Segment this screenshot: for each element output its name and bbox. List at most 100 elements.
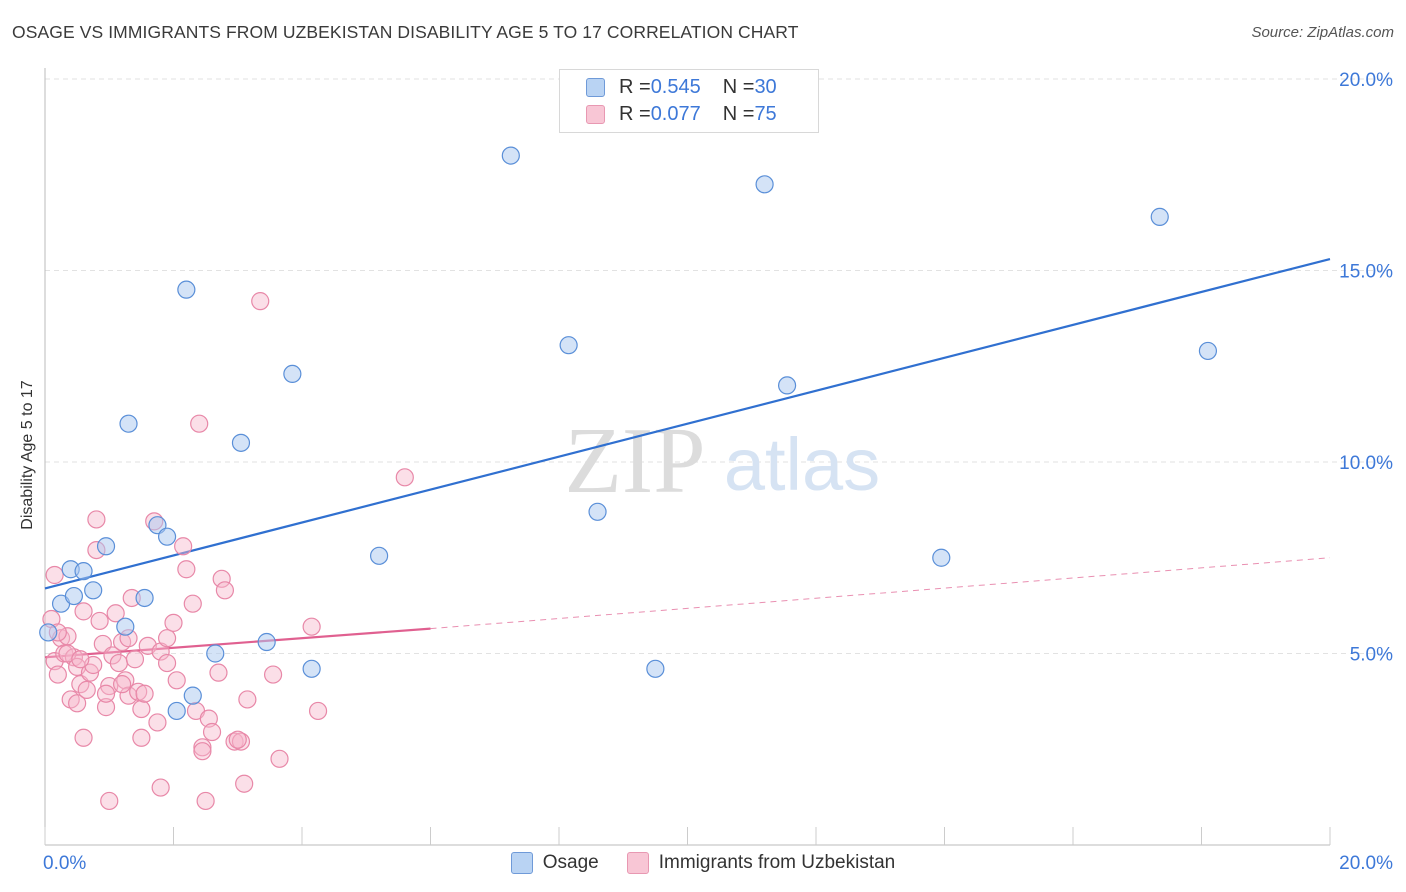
uzbekistan-point — [96, 698, 116, 717]
osage-point — [96, 537, 116, 556]
uzbekistan-point — [157, 653, 177, 673]
chart-title: OSAGE VS IMMIGRANTS FROM UZBEKISTAN DISA… — [12, 22, 799, 42]
uzbekistan-point — [251, 292, 270, 311]
legend-label: Immigrants from Uzbekistan — [658, 852, 896, 873]
osage-swatch — [510, 852, 533, 874]
uzbekistan-point — [193, 738, 212, 757]
y-tick-label: 10.0% — [1339, 453, 1393, 474]
uzbekistan-point — [270, 749, 289, 768]
osage-trend-line — [44, 257, 1331, 590]
osage-point — [157, 527, 177, 546]
osage-point — [64, 586, 84, 606]
uzbekistan-point — [74, 602, 93, 621]
uzbekistan-point — [90, 611, 109, 631]
trend-lines — [44, 257, 1331, 659]
uzbekistan-point — [119, 686, 138, 705]
uzbekistan-point — [48, 665, 67, 684]
series-legend: Osage Immigrants from Uzbekistan — [0, 852, 1406, 874]
uzbekistan-point — [190, 414, 209, 433]
osage-point — [501, 146, 520, 165]
osage-point — [135, 588, 154, 608]
uzbekistan-point — [112, 675, 132, 694]
n-label: N = — [722, 75, 755, 98]
osage-point — [177, 280, 196, 299]
osage-point — [370, 546, 389, 565]
tick-labels: 5.0% 10.0% 15.0% 20.0% 0.0% 20.0% — [43, 70, 1393, 874]
uzbekistan-point — [212, 569, 231, 588]
osage-point — [559, 336, 578, 355]
uzbekistan-point — [135, 684, 154, 703]
uzbekistan-point — [174, 537, 193, 556]
n-label: N = — [722, 102, 755, 125]
x-tick-label: 20.0% — [1339, 853, 1393, 874]
uzbekistan-point — [74, 728, 93, 747]
axes — [44, 68, 1331, 846]
uzbekistan-point — [125, 650, 145, 669]
y-tick-label: 5.0% — [1350, 645, 1393, 666]
uzbekistan-point — [209, 663, 228, 682]
osage-point — [588, 502, 607, 521]
r-value: 0.545 — [650, 75, 701, 98]
uzbekistan-point — [231, 732, 251, 751]
osage-point — [74, 562, 93, 581]
uzbekistan-point — [238, 690, 257, 709]
uzbekistan-point — [167, 671, 186, 690]
watermark-zip: ZIP — [565, 409, 706, 513]
uzbekistan-point — [263, 665, 283, 684]
source-credit: Source: ZipAtlas.com — [1251, 24, 1394, 41]
uzbekistan-point — [308, 701, 328, 721]
osage-point — [84, 581, 103, 600]
y-tick-label: 20.0% — [1339, 70, 1393, 91]
correlation-legend: R = 0.545 N = 30 R = 0.077 N = 75 — [559, 69, 819, 133]
osage-point — [116, 617, 135, 636]
osage-point — [1198, 341, 1218, 361]
gridlines — [45, 78, 1395, 654]
uzbekistan-trend-line — [44, 627, 431, 659]
uzbekistan-point — [96, 684, 116, 703]
uzbekistan-point — [215, 581, 234, 600]
osage-point — [646, 659, 665, 678]
osage-swatch — [586, 77, 605, 97]
uzbekistan-point — [196, 791, 215, 811]
legend-item-osage[interactable]: Osage — [510, 852, 599, 874]
uzbekistan-point — [302, 617, 321, 636]
uzbekistan-point — [235, 774, 254, 793]
osage-point — [302, 659, 321, 678]
uzbekistan-point — [177, 560, 196, 579]
uzbekistan-point — [77, 680, 96, 699]
uzbekistan-point — [199, 709, 218, 728]
uzbekistan-point — [395, 468, 414, 487]
uzbekistan-point — [109, 653, 128, 673]
data-points — [39, 146, 1218, 811]
n-value: 30 — [754, 75, 777, 98]
uzbekistan-point — [228, 730, 247, 749]
osage-point — [167, 701, 186, 721]
uzbekistan-point — [68, 694, 87, 713]
uzbekistan-trend-extension — [430, 557, 1331, 630]
uzbekistan-point — [129, 682, 148, 701]
uzbekistan-point — [132, 699, 151, 719]
osage-point — [777, 376, 797, 395]
osage-point — [932, 548, 951, 567]
watermark-atlas: atlas — [724, 423, 880, 506]
uzbekistan-point — [106, 604, 125, 623]
osage-point — [755, 175, 774, 194]
uzbekistan-swatch — [586, 104, 605, 124]
uzbekistan-point — [71, 650, 90, 669]
legend-item-uzbekistan[interactable]: Immigrants from Uzbekistan — [626, 852, 896, 874]
legend-label: Osage — [542, 852, 599, 873]
uzbekistan-point — [148, 713, 167, 732]
osage-point — [1150, 207, 1169, 226]
osage-point — [283, 364, 302, 384]
uzbekistan-point — [157, 629, 177, 648]
osage-point — [231, 433, 251, 452]
legend-row-uzbekistan: R = 0.077 N = 75 — [586, 102, 777, 126]
r-label: R = — [619, 75, 651, 98]
uzbekistan-point — [193, 742, 212, 761]
uzbekistan-point — [87, 510, 106, 529]
uzbekistan-point — [151, 778, 170, 797]
r-value: 0.077 — [650, 102, 701, 125]
uzbekistan-point — [45, 565, 64, 585]
uzbekistan-point — [100, 791, 119, 811]
